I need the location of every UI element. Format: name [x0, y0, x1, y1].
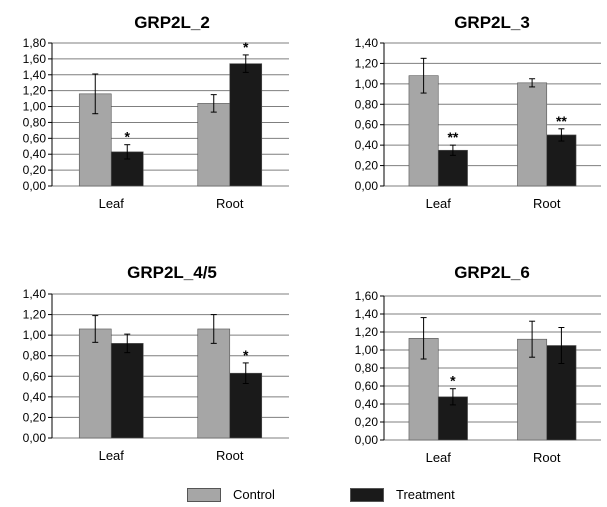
- y-tick-label: 0,00: [23, 179, 47, 193]
- y-tick-label: 1,40: [355, 307, 379, 321]
- bar-treatment-root: [229, 63, 263, 187]
- legend-item-treatment: Treatment: [350, 487, 455, 502]
- y-tick-label: 0,40: [23, 390, 47, 404]
- bar-control-leaf: [408, 75, 439, 187]
- y-tick-label: 0,20: [355, 159, 379, 173]
- y-tick-label: 0,00: [355, 433, 379, 447]
- y-tick-label: 1,20: [23, 84, 47, 98]
- significance-mark: *: [125, 129, 131, 145]
- y-tick-label: 0,40: [23, 147, 47, 161]
- y-tick-label: 1,40: [23, 68, 47, 82]
- y-tick-label: 1,20: [355, 56, 379, 70]
- bar-control-root: [197, 103, 231, 187]
- chart-panel-2: GRP2L_3 0,00 0,20 0,40 0,60 0,80 1,00 1,20 1,40 *…: [355, 13, 601, 211]
- bar-control-root: [197, 328, 231, 439]
- y-tick-label: 0,60: [23, 369, 47, 383]
- y-tick-label: 0,40: [355, 138, 379, 152]
- chart-title: GRP2L_4/5: [127, 263, 217, 282]
- x-category-label: Leaf: [426, 196, 452, 211]
- bar-treatment-root: [229, 372, 263, 439]
- y-tick-label: 0,40: [355, 397, 379, 411]
- significance-mark: *: [243, 347, 249, 363]
- y-tick-label: 0,00: [355, 179, 379, 193]
- y-tick-label: 0,20: [355, 415, 379, 429]
- significance-mark: *: [243, 39, 249, 55]
- y-tick-label: 1,00: [355, 77, 379, 91]
- y-tick-label: 0,80: [23, 349, 47, 363]
- y-tick-label: 0,60: [23, 131, 47, 145]
- bar-control-leaf: [78, 93, 112, 187]
- y-tick-label: 0,80: [355, 97, 379, 111]
- x-category-label: Leaf: [426, 450, 452, 465]
- x-category-label: Leaf: [99, 448, 125, 463]
- y-tick-label: 0,60: [355, 118, 379, 132]
- y-tick-label: 1,00: [355, 343, 379, 357]
- y-tick-label: 1,20: [23, 308, 47, 322]
- y-tick-label: 0,20: [23, 163, 47, 177]
- y-tick-label: 1,40: [23, 287, 47, 301]
- bar-control-root: [517, 82, 548, 187]
- y-tick-label: 1,00: [23, 328, 47, 342]
- x-category-label: Root: [216, 196, 244, 211]
- y-tick-label: 1,80: [23, 36, 47, 50]
- bar-treatment-leaf: [437, 149, 468, 187]
- y-tick-label: 0,80: [355, 361, 379, 375]
- bar-treatment-root: [546, 134, 577, 187]
- legend-label-control: Control: [233, 487, 275, 502]
- y-tick-label: 1,00: [23, 100, 47, 114]
- legend-item-control: Control: [187, 487, 275, 502]
- legend-swatch-control: [187, 487, 221, 502]
- bar-control-root: [517, 338, 548, 441]
- chart-figure: GRP2L_20,000,200,400,600,801,001,201,401…: [23, 13, 601, 465]
- chart-title: GRP2L_2: [134, 13, 210, 32]
- legend: Control Treatment: [0, 487, 607, 507]
- y-tick-label: 0,80: [23, 115, 47, 129]
- x-category-label: Root: [216, 448, 244, 463]
- significance-mark: **: [447, 129, 458, 145]
- bar-control-leaf: [78, 328, 112, 439]
- significance-mark: **: [556, 113, 567, 129]
- chart-panel-4: GRP2L_6 0,00 0,20 0,40 0,60 0,80 1,00 1,20 1,40 1…: [355, 263, 601, 465]
- chart-title: GRP2L_6: [454, 263, 530, 282]
- y-tick-label: 1,60: [355, 289, 379, 303]
- chart-title: GRP2L_3: [454, 13, 530, 32]
- y-tick-label: 1,60: [23, 52, 47, 66]
- chart-panel-3: GRP2L_4/5 0,00 0,20 0,40 0,60 0,80 1,00 1,20 1,4…: [23, 263, 289, 463]
- y-tick-label: 1,40: [355, 36, 379, 50]
- x-category-label: Root: [533, 196, 561, 211]
- legend-swatch-treatment: [350, 487, 384, 502]
- chart-panel-1: GRP2L_2 0,00 0,20 0,40 0,60 0,801,00 1,20 1,40 1…: [23, 13, 289, 211]
- bar-treatment-leaf: [110, 343, 144, 439]
- y-tick-label: 0,60: [355, 379, 379, 393]
- y-tick-label: 1,20: [355, 325, 379, 339]
- x-category-label: Root: [533, 450, 561, 465]
- legend-label-treatment: Treatment: [396, 487, 455, 502]
- significance-mark: *: [450, 373, 456, 389]
- y-tick-label: 0,20: [23, 410, 47, 424]
- y-tick-label: 0,00: [23, 431, 47, 445]
- x-category-label: Leaf: [99, 196, 125, 211]
